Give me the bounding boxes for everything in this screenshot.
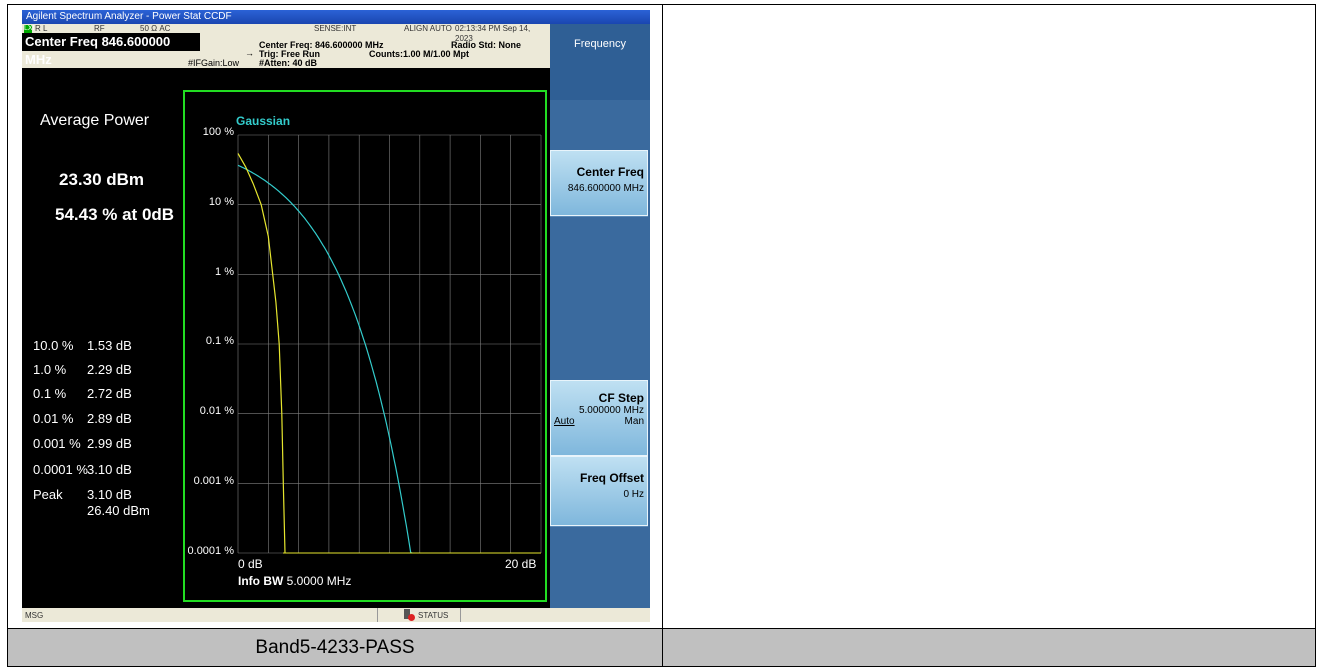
row-pct: 10.0 % (33, 338, 74, 353)
row-pct: 0.0001 % (33, 462, 88, 477)
timestamp: 02:13:34 PM Sep 14, 2023 (455, 24, 531, 43)
trig-readout: Trig: Free Run (259, 49, 321, 59)
auto-option[interactable]: Auto (554, 416, 575, 427)
window-title-bar: Agilent Spectrum Analyzer - Power Stat C… (22, 10, 650, 24)
row-pct: Peak (33, 487, 63, 502)
row-pct: 0.01 % (33, 411, 74, 426)
row-val: 1.53 dB (87, 338, 132, 353)
info-bw-label: Info BW (238, 574, 284, 588)
cf-step-softkey-value: 5.000000 MHz (578, 405, 644, 416)
row-val: 2.89 dB (87, 411, 132, 426)
freq-offset-softkey-label: Freq Offset (579, 471, 644, 485)
average-power-value: 23.30 dBm (59, 170, 145, 189)
align-label: ALIGN AUTO (404, 24, 452, 33)
sense-label: SENSE:INT (314, 24, 357, 33)
msg-label: MSG (25, 611, 44, 620)
rl-label: R L (35, 24, 48, 33)
y-tick-label: 0.01 % (199, 405, 234, 417)
y-tick-label: 100 % (202, 126, 234, 138)
y-tick-label: 0.0001 % (187, 545, 234, 557)
center-freq-readout: Center Freq 846.600000 MHz (22, 33, 200, 67)
atten-readout: #Atten: 40 dB (259, 58, 318, 68)
ccdf-graph: Gaussian 100 % 10 % 1 % 0.1 % 0.01 % 0.0… (183, 90, 547, 602)
window-title: Agilent Spectrum Analyzer - Power Stat C… (26, 11, 232, 22)
softkey-panel: Frequency Center Freq 846.600000 MHz CF … (550, 24, 650, 608)
gaussian-legend: Gaussian (236, 114, 291, 128)
row-val: 2.99 dB (87, 436, 132, 451)
y-tick-label: 10 % (208, 196, 234, 208)
table-frame (7, 4, 1316, 667)
measurement-info-bar: LXI R L RF 50 Ω AC SENSE:INT ALIGN AUTO … (22, 24, 550, 68)
column-divider (662, 4, 663, 667)
row-val: 2.72 dB (87, 386, 132, 401)
lxi-badge: LXI (24, 25, 35, 33)
y-tick-label: 1 % (215, 266, 234, 278)
status-indicator-icon[interactable] (404, 609, 410, 619)
measured-trace (237, 153, 286, 554)
row-val: 3.10 dB (87, 487, 132, 502)
empty-softkey (550, 216, 648, 380)
row-pct: 1.0 % (33, 362, 67, 377)
center-freq-softkey-label: Center Freq (576, 165, 644, 179)
status-divider (460, 608, 461, 622)
analyzer-screenshot: Agilent Spectrum Analyzer - Power Stat C… (22, 10, 650, 622)
row-pct: 0.1 % (33, 386, 67, 401)
freq-offset-softkey-value: 0 Hz (623, 489, 644, 500)
caption-cell-empty (663, 629, 1315, 666)
row-pct: 0.001 % (33, 436, 81, 451)
impedance-label: 50 Ω AC (140, 24, 171, 33)
center-freq-softkey[interactable]: Center Freq 846.600000 MHz (550, 150, 648, 216)
cf-step-softkey-label: CF Step (598, 391, 644, 405)
caption-cell: Band5-4233-PASS (8, 629, 662, 666)
info-bw-readout: Info BW 5.0000 MHz (238, 574, 351, 588)
ifgain-readout: #IFGain:Low (188, 58, 240, 68)
counts-readout: Counts:1.00 M/1.00 Mpt (369, 49, 470, 59)
status-divider (377, 608, 378, 622)
results-panel: Average Power 23.30 dBm 54.43 % at 0dB 1… (22, 68, 182, 608)
average-power-title: Average Power (40, 112, 150, 129)
rf-label: RF (94, 24, 105, 33)
gaussian-trace (237, 164, 413, 554)
man-option[interactable]: Man (624, 416, 644, 427)
graph-grid (237, 134, 542, 554)
row-val: 2.29 dB (87, 362, 132, 377)
freq-offset-softkey[interactable]: Freq Offset 0 Hz (550, 456, 648, 526)
x-end-label: 20 dB (505, 557, 537, 571)
ccdf-graph-svg (237, 134, 542, 554)
cf-step-softkey[interactable]: CF Step 5.000000 MHz Auto Man (550, 380, 648, 456)
row-val: 3.10 dB (87, 462, 132, 477)
status-bar: MSG STATUS (22, 608, 650, 622)
at-0db-value: 54.43 % at 0dB (55, 205, 175, 224)
status-label[interactable]: STATUS (418, 611, 449, 620)
info-bw-value: 5.0000 MHz (286, 574, 352, 588)
row-divider (7, 628, 1316, 629)
center-freq-detail: Center Freq: 846.600000 MHz (259, 40, 384, 50)
caption-text: Band5-4233-PASS (255, 636, 415, 658)
peak-dbm-value: 26.40 dBm (87, 503, 150, 518)
y-tick-label: 0.1 % (205, 335, 234, 347)
settings-line: LXI R L RF 50 Ω AC SENSE:INT ALIGN AUTO … (22, 24, 550, 43)
center-freq-softkey-value: 846.600000 MHz (567, 183, 644, 194)
softkey-menu-title: Frequency (550, 24, 650, 100)
y-tick-label: 0.001 % (193, 475, 234, 487)
empty-softkey (550, 526, 648, 608)
trigger-arrow-icon: → (245, 48, 254, 58)
auto-man-toggle[interactable]: Auto Man (551, 416, 644, 428)
x-start-label: 0 dB (238, 557, 263, 571)
status-alert-icon (408, 614, 415, 621)
radio-std-readout: Radio Std: None (451, 40, 521, 50)
